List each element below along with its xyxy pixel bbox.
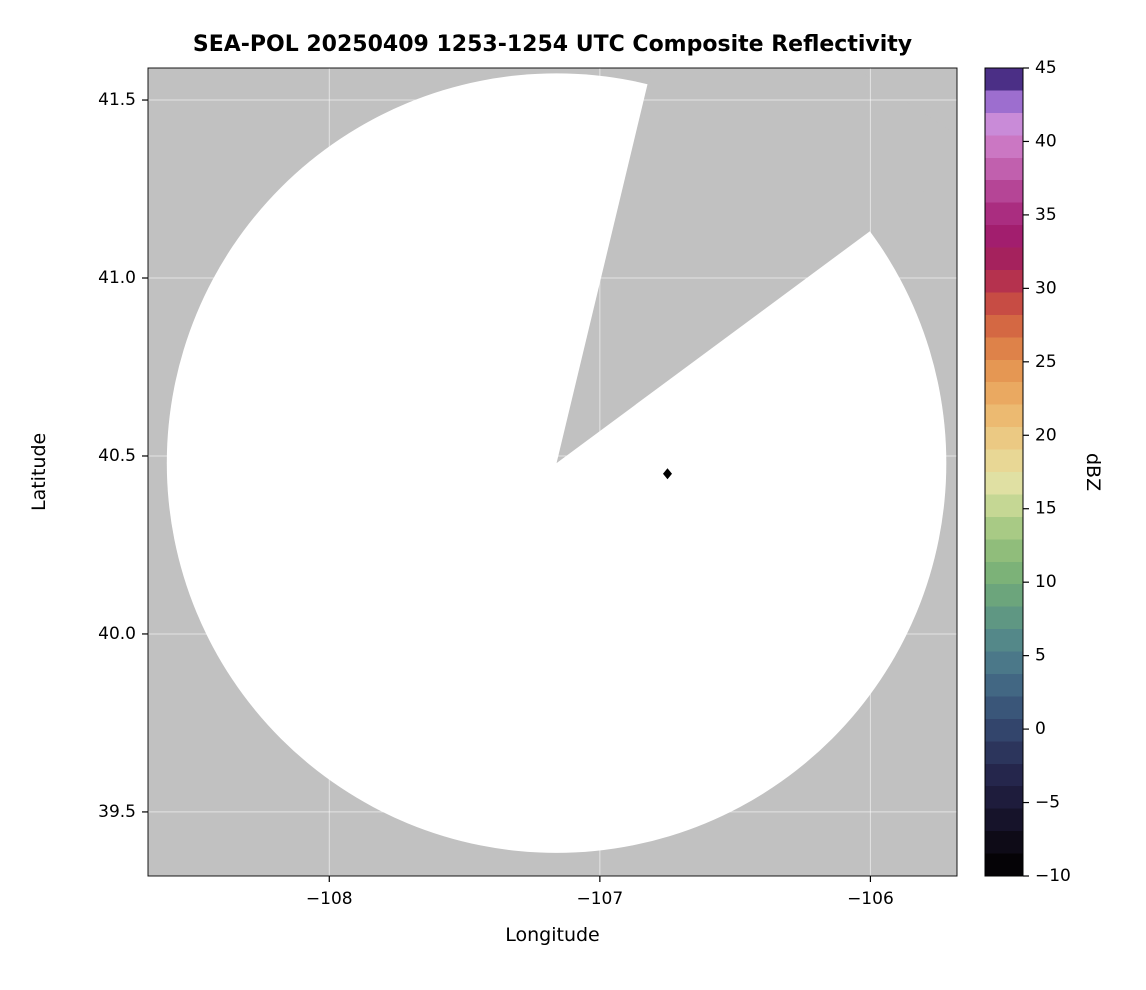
y-tick-label: 40.0 [98, 624, 136, 644]
y-tick-label: 40.5 [98, 446, 136, 466]
colorbar-tick-label: 20 [1035, 425, 1057, 445]
colorbar-tick-label: 25 [1035, 352, 1057, 372]
x-tick-label: −106 [847, 889, 894, 909]
colorbar-tick-label: 15 [1035, 499, 1057, 519]
blocked-sector-wedge [556, 68, 957, 464]
colorbar-tick-label: 35 [1035, 205, 1057, 225]
colorbar-tick-label: 30 [1035, 278, 1057, 298]
colorbar-label: dBZ [1082, 452, 1104, 492]
diamond-marker [662, 468, 672, 480]
x-axis-label: Longitude [505, 924, 600, 946]
colorbar-tick-label: 0 [1035, 719, 1046, 739]
y-tick-label: 39.5 [98, 802, 136, 822]
y-tick-label: 41.0 [98, 268, 136, 288]
colorbar-tick-label: 45 [1035, 58, 1057, 78]
y-axis-label: Latitude [28, 432, 50, 512]
colorbar-tick-label: 10 [1035, 572, 1057, 592]
axes-spine [147, 67, 958, 877]
colorbar-tick-label: −5 [1035, 793, 1060, 813]
colorbar-tick-label: 5 [1035, 646, 1046, 666]
colorbar-gradient [984, 67, 1024, 877]
colorbar-tick-label: 40 [1035, 131, 1057, 151]
chart-title: SEA-POL 20250409 1253-1254 UTC Composite… [192, 32, 913, 57]
x-tick-label: −108 [306, 889, 353, 909]
x-tick-label: −107 [576, 889, 623, 909]
colorbar-tick-label: −10 [1035, 866, 1071, 886]
y-tick-label: 41.5 [98, 90, 136, 110]
